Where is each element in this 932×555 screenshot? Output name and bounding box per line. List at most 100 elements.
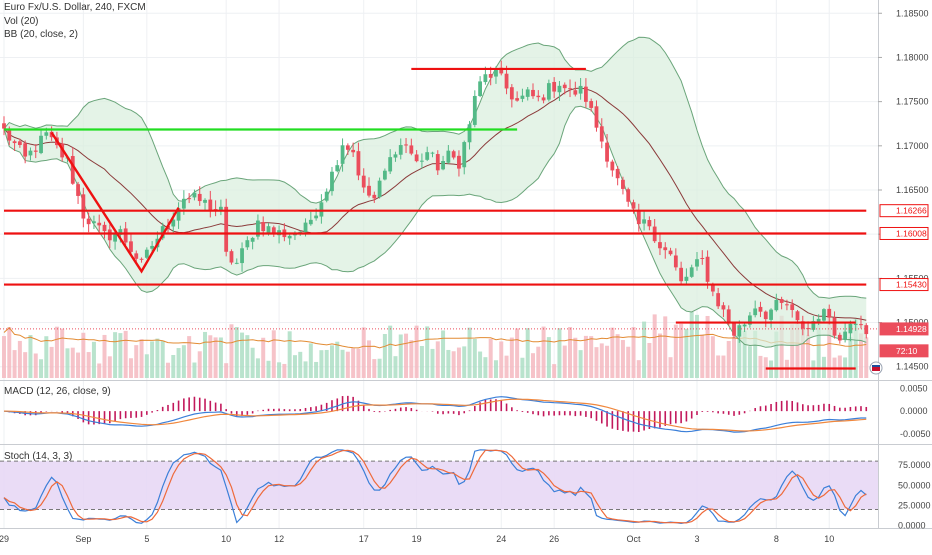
- candle: [28, 150, 33, 156]
- volume-bar: [795, 318, 800, 378]
- price-tag-box: [879, 278, 929, 292]
- volume-bar: [647, 342, 652, 378]
- candle: [520, 95, 525, 99]
- candle: [647, 220, 652, 227]
- candle: [356, 151, 361, 176]
- candle: [118, 229, 123, 235]
- volume-bar: [504, 355, 509, 378]
- volume-bar: [858, 333, 863, 378]
- candle: [457, 155, 461, 169]
- bollinger-bands: [3, 36, 867, 348]
- volume-bar: [531, 353, 535, 378]
- candle: [494, 68, 498, 77]
- volume-bar: [615, 334, 620, 378]
- volume-bar: [853, 318, 858, 378]
- volume-bar: [414, 325, 419, 378]
- candle: [525, 89, 530, 97]
- candle: [70, 156, 75, 184]
- candle: [573, 90, 578, 95]
- volume-bar: [552, 364, 557, 378]
- volume-bar: [49, 346, 54, 378]
- candle: [192, 192, 197, 198]
- macd-tick-label: 0.0000: [900, 406, 928, 416]
- trend-drawing: [50, 131, 180, 274]
- macd-signal-line: [3, 398, 867, 432]
- time-tick-label: 24: [496, 534, 506, 544]
- candle: [663, 247, 668, 251]
- macd-line: [3, 396, 867, 433]
- volume-bar: [488, 338, 493, 378]
- candle: [420, 160, 424, 162]
- candle: [388, 157, 393, 172]
- candle: [208, 199, 213, 211]
- volume-bar: [23, 352, 28, 378]
- volume-bar: [446, 349, 451, 378]
- candle: [853, 323, 858, 325]
- volume-bar: [139, 339, 144, 378]
- candle: [17, 141, 22, 145]
- candle: [636, 210, 641, 225]
- volume-bar: [652, 314, 657, 378]
- volume-bar: [557, 328, 562, 378]
- volume-bar: [150, 341, 155, 378]
- candle: [298, 231, 303, 233]
- candle: [144, 249, 149, 258]
- candle: [832, 317, 837, 336]
- candle: [705, 256, 710, 282]
- candle: [700, 257, 705, 259]
- volume-ma-line: [3, 326, 867, 349]
- candle: [414, 154, 419, 162]
- time-tick-label: 3: [694, 534, 699, 544]
- candle: [33, 150, 38, 152]
- volume-bar: [499, 341, 504, 378]
- volume-bar: [123, 330, 128, 378]
- volume-bar: [176, 348, 181, 378]
- candle: [785, 304, 789, 306]
- volume-bar: [319, 350, 324, 378]
- volume-bar: [657, 333, 662, 378]
- candle: [843, 331, 848, 340]
- volume-bar: [806, 334, 811, 378]
- volume-bar: [573, 337, 578, 378]
- macd-pane: [3, 395, 868, 433]
- candle: [441, 161, 445, 170]
- volume-bar: [91, 341, 96, 378]
- candle: [716, 293, 721, 307]
- bb-fill: [4, 37, 867, 348]
- candle: [769, 309, 773, 320]
- candle: [790, 304, 795, 310]
- volume-bar: [562, 345, 567, 378]
- volume-bar: [271, 330, 276, 378]
- volume-bar: [568, 327, 573, 378]
- candle: [668, 250, 673, 255]
- price-tag-box: [879, 226, 929, 240]
- flag-icon-body: [872, 365, 880, 371]
- volume-bar: [97, 363, 102, 378]
- time-tick-label: Oct: [627, 534, 642, 544]
- candle: [398, 145, 403, 155]
- candle: [234, 262, 239, 264]
- volume-bar: [86, 352, 91, 378]
- candle: [578, 85, 583, 94]
- volume-bar: [705, 315, 710, 378]
- candle: [568, 88, 572, 90]
- candle: [7, 129, 12, 141]
- volume-bar: [493, 360, 498, 378]
- candle: [599, 126, 604, 142]
- candle: [451, 151, 456, 158]
- candle: [23, 143, 28, 157]
- candle: [478, 81, 482, 97]
- candle: [710, 283, 715, 292]
- volume-bar: [689, 312, 694, 378]
- volume-bar: [181, 345, 186, 378]
- volume-bar: [314, 361, 319, 378]
- volume-bar: [610, 327, 615, 378]
- candle: [345, 145, 350, 150]
- candle: [409, 145, 414, 154]
- volume-bar: [419, 345, 424, 378]
- volume-bar: [451, 351, 456, 378]
- candle: [39, 135, 43, 154]
- time-tick-label: 5: [144, 534, 149, 544]
- volume-bar: [435, 341, 440, 378]
